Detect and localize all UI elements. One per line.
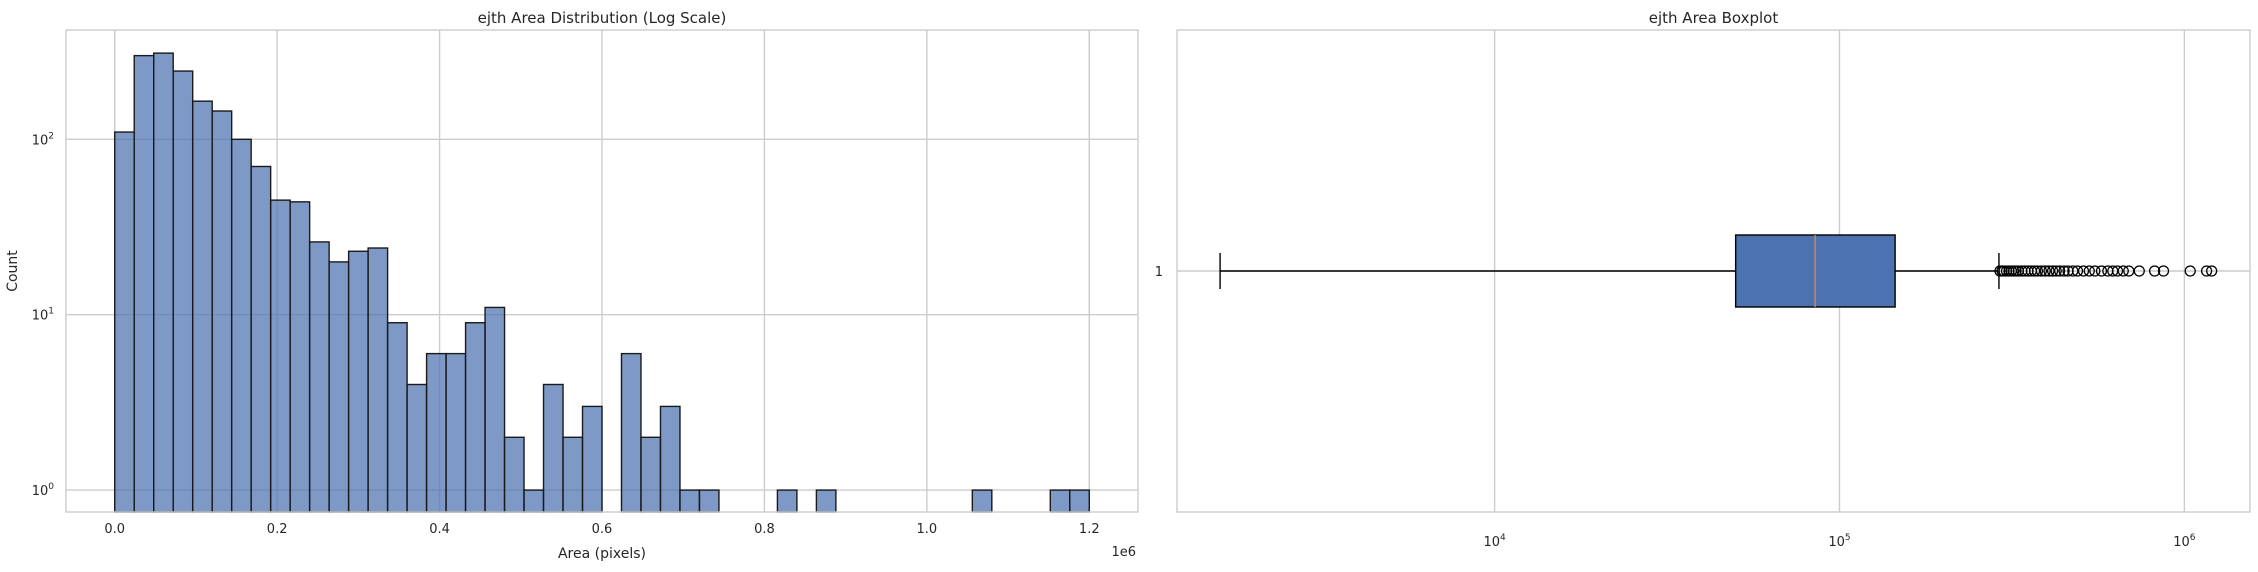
- histogram-bar: [133, 54, 155, 513]
- histogram-bar: [581, 405, 603, 513]
- boxplot-outlier: [2117, 265, 2129, 277]
- boxplot-outlier: [2071, 265, 2084, 277]
- histogram-bar: [250, 165, 272, 513]
- histogram-bar: [289, 201, 311, 513]
- histogram-bar: [620, 352, 642, 513]
- boxplot-outlier: [2157, 265, 2170, 277]
- histogram-bar: [542, 383, 564, 513]
- histogram-bar: [269, 199, 291, 513]
- boxplot-x-tick-label: 105: [1828, 533, 1850, 550]
- histogram-y-axis-label: Count: [5, 250, 21, 292]
- histogram-bar: [191, 100, 213, 513]
- histogram-x-tick-label: 0.6: [592, 522, 613, 537]
- histogram-x-tick-label: 0.2: [267, 522, 288, 537]
- boxplot-outlier: [2054, 265, 2066, 277]
- boxplot-outlier: [2133, 265, 2145, 277]
- boxplot-outlier: [2043, 265, 2055, 277]
- histogram-y-tick-label: 101: [32, 307, 54, 324]
- histogram-bar: [172, 70, 194, 513]
- histogram-x-tick-label: 0.0: [104, 522, 125, 537]
- histogram-bar: [211, 110, 233, 513]
- histogram-x-tick-label: 1.0: [917, 522, 938, 537]
- histogram-bar: [464, 322, 486, 513]
- boxplot-x-tick-label: 104: [1483, 533, 1506, 550]
- histogram-axes-frame: [65, 29, 1139, 513]
- boxplot-x-tick-label: 106: [2173, 533, 2196, 550]
- histogram-bar: [815, 489, 837, 513]
- histogram-bar: [308, 241, 330, 513]
- boxplot-axes-frame: [1176, 29, 2251, 513]
- histogram-bar: [484, 306, 506, 513]
- histogram-bar: [406, 383, 428, 513]
- histogram-bar: [679, 489, 701, 513]
- histogram-y-tick-label: 102: [32, 131, 54, 148]
- histogram-title: ejth Area Distribution (Log Scale): [478, 9, 727, 27]
- histogram-bar: [347, 250, 369, 513]
- histogram-bar: [503, 436, 525, 513]
- histogram-bar: [328, 261, 350, 513]
- boxplot-outlier: [2035, 265, 2048, 277]
- histogram-bar: [153, 52, 174, 513]
- histogram-bar: [386, 322, 408, 513]
- histogram-x-tick-label: 1.2: [1079, 522, 1100, 537]
- histogram-bar: [698, 489, 720, 513]
- histogram-bar: [445, 352, 467, 513]
- histogram-x-axis-label: Area (pixels): [558, 546, 646, 562]
- boxplot-outlier: [2058, 265, 2070, 277]
- boxplot-y-tick-label: 1: [1155, 265, 1163, 280]
- histogram-x-offset-label: 1e6: [1111, 545, 1136, 560]
- boxplot-outlier: [2200, 265, 2213, 277]
- boxplot-outlier: [2039, 265, 2051, 277]
- boxplot-outlier: [2050, 265, 2062, 277]
- boxplot-outlier: [2083, 265, 2095, 277]
- histogram-bar: [425, 352, 447, 513]
- histogram-x-tick-label: 0.4: [429, 522, 450, 537]
- histogram-y-tick-label: 100: [32, 482, 55, 499]
- histogram-bar: [114, 131, 135, 513]
- histogram-x-tick-label: 0.8: [754, 522, 775, 537]
- histogram-bar: [230, 138, 252, 513]
- boxplot-outlier: [2111, 265, 2124, 277]
- boxplot-outlier: [2031, 265, 2044, 277]
- boxplot-outlier: [2077, 265, 2090, 277]
- histogram-bar: [523, 489, 545, 513]
- histogram-bar: [1049, 489, 1071, 513]
- histogram-bar: [776, 489, 798, 513]
- histogram-bar: [659, 405, 681, 513]
- boxplot-outlier: [2148, 265, 2161, 277]
- histogram-bar: [971, 489, 993, 513]
- histogram-panel: ejth Area Distribution (Log Scale) Area …: [5, 9, 1139, 562]
- histogram-bar: [640, 436, 662, 513]
- boxplot-outlier: [2095, 265, 2108, 277]
- histogram-bar: [1069, 489, 1090, 513]
- boxplot-outlier: [2089, 265, 2101, 277]
- histogram-bar: [367, 247, 389, 513]
- boxplot-outlier: [2206, 265, 2218, 277]
- boxplot-outlier: [2046, 265, 2059, 277]
- boxplot-title: ejth Area Boxplot: [1649, 9, 1779, 27]
- boxplot-outlier: [2184, 265, 2196, 277]
- histogram-bar: [562, 436, 584, 513]
- boxplot-panel: ejth Area Boxplot 104 105 106 1: [1155, 9, 2251, 550]
